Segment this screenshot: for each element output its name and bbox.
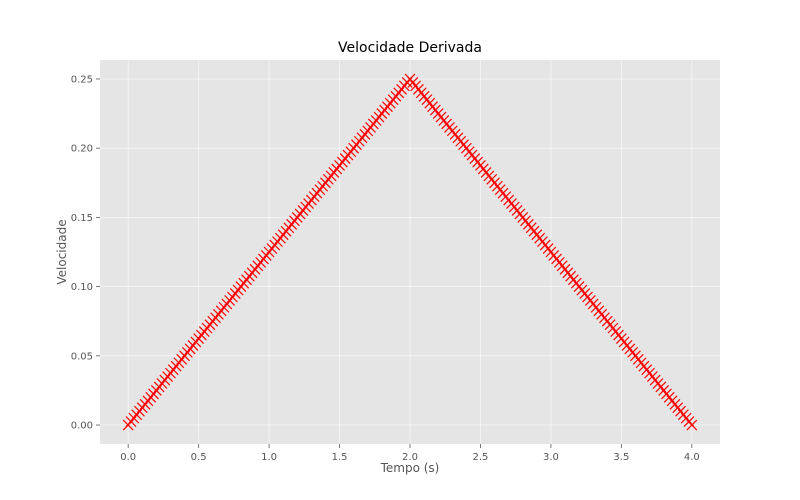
data-series [122,73,698,431]
y-axis-label: Velocidade [55,219,69,284]
x-tick-label: 2.5 [473,452,489,463]
data-point [686,419,698,431]
x-tick-label: 0.5 [191,452,207,463]
chart-title: Velocidade Derivada [338,40,482,56]
x-tick-label: 1.5 [332,452,348,463]
x-tick-label: 3.0 [543,452,559,463]
x-tick-label: 3.5 [613,452,629,463]
y-axis-ticks: 0.00 0.05 0.10 0.15 0.20 0.25 [71,74,100,432]
y-tick-label: 0.25 [71,74,93,85]
y-tick-label: 0.10 [71,282,93,293]
x-axis-ticks: 0.0 0.5 1.0 1.5 2.0 2.5 3.0 3.5 4.0 [120,444,700,463]
x-tick-label: 2.0 [402,452,418,463]
x-tick-label: 4.0 [684,452,700,463]
y-tick-label: 0.05 [71,351,93,362]
x-axis-label: Tempo (s) [380,461,440,475]
y-tick-label: 0.20 [71,144,93,155]
x-tick-label: 0.0 [120,452,136,463]
y-tick-label: 0.15 [71,213,93,224]
x-tick-label: 1.0 [261,452,277,463]
y-tick-label: 0.00 [71,421,93,432]
